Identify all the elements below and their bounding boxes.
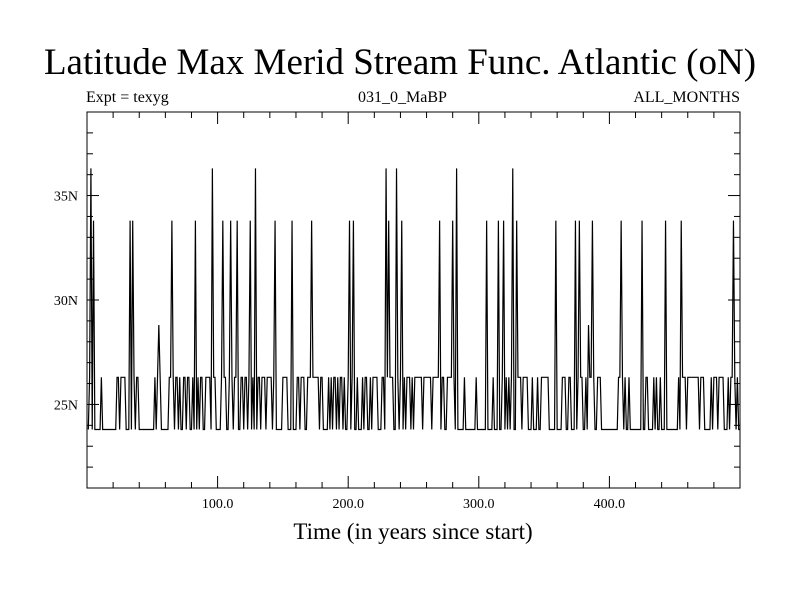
y-tick-label: 25N: [54, 398, 78, 413]
y-tick-label: 30N: [54, 294, 78, 309]
y-tick-label: 35N: [54, 190, 78, 205]
chart-title: Latitude Max Merid Stream Func. Atlantic…: [43, 42, 757, 83]
x-tick-label: 300.0: [463, 497, 495, 512]
run-label: 031_0_MaBP: [358, 89, 447, 106]
series-layer: [87, 168, 740, 431]
series-line: [87, 168, 740, 431]
x-tick-label: 100.0: [202, 497, 234, 512]
x-tick-label: 400.0: [594, 497, 626, 512]
experiment-label: Expt = texyg: [86, 89, 169, 106]
x-tick-label: 200.0: [332, 497, 364, 512]
x-axis-label: Time (in years since start): [293, 519, 533, 544]
axes: 100.0 200.0 300.0 400.0 25N 30N 35N: [54, 111, 741, 512]
period-label: ALL_MONTHS: [633, 89, 740, 106]
